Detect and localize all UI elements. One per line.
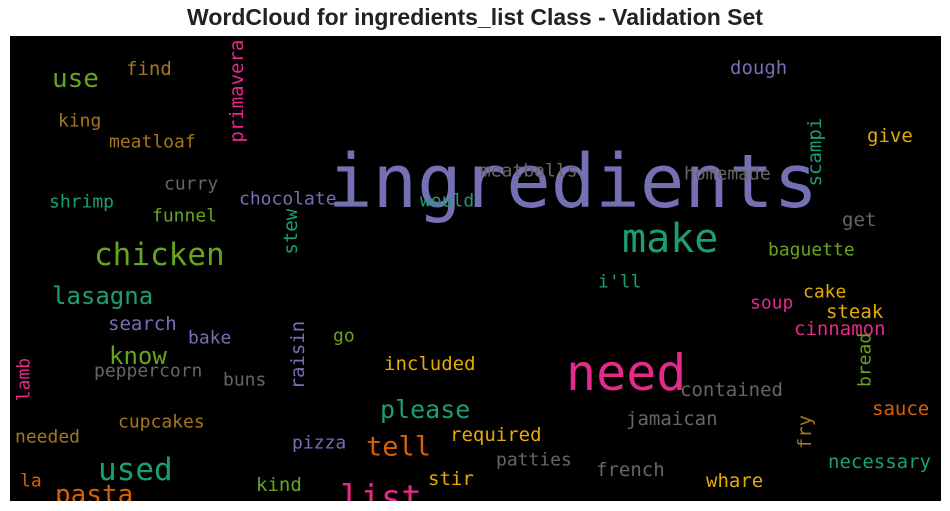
word-bake: bake [188, 327, 231, 348]
word-please: please [380, 395, 470, 424]
word-stir: stir [428, 468, 474, 490]
word-buns: buns [223, 369, 266, 390]
word-pizza: pizza [292, 432, 346, 453]
word-lamb: lamb [13, 358, 34, 401]
word-necessary: necessary [828, 451, 931, 473]
word-homemade: homemade [684, 163, 771, 184]
word-shrimp: shrimp [49, 191, 114, 212]
word-make: make [622, 216, 718, 262]
word-list: list [340, 478, 422, 501]
word-king: king [58, 110, 101, 131]
word-primavera: primavera [226, 40, 248, 143]
word-funnel: funnel [152, 205, 217, 226]
word-search: search [108, 313, 177, 335]
word-peppercorn: peppercorn [94, 360, 202, 381]
word-use: use [52, 64, 99, 94]
word-steak: steak [826, 301, 884, 323]
word-chicken: chicken [94, 237, 225, 273]
chart-title: WordCloud for ingredients_list Class - V… [187, 4, 763, 30]
wordcloud-canvas: ingredients need make chicken list used use pas… [10, 36, 941, 501]
word-meatballs: meatballs [480, 160, 578, 181]
word-soup: soup [750, 292, 793, 313]
word-raisin: raisin [287, 321, 309, 390]
word-go: go [333, 325, 355, 346]
word-fry: fry [794, 415, 816, 449]
word-la: la [20, 470, 42, 491]
word-patties: patties [496, 449, 572, 470]
word-dough: dough [730, 57, 787, 79]
word-need: need [566, 344, 686, 402]
word-whare: whare [706, 470, 763, 492]
word-kind: kind [256, 474, 302, 496]
word-ingredients: ingredients [328, 139, 818, 225]
word-stew: stew [280, 208, 302, 254]
word-jamaican: jamaican [626, 408, 718, 430]
word-meatloaf: meatloaf [109, 131, 196, 152]
word-sauce: sauce [872, 398, 929, 420]
word-cupcakes: cupcakes [118, 411, 205, 432]
word-find: find [126, 58, 172, 80]
word-know: know [109, 342, 167, 370]
word-give: give [867, 125, 913, 147]
word-curry: curry [164, 173, 218, 194]
word-needed: needed [15, 426, 80, 447]
word-used: used [98, 452, 173, 488]
word-would: would [420, 190, 474, 211]
word-cake: cake [803, 281, 846, 302]
word-cinnamon: cinnamon [794, 318, 886, 340]
word-get: get [842, 209, 876, 231]
word-scampi: scampi [804, 118, 826, 187]
word-chocolate: chocolate [239, 188, 337, 209]
word-lasagna: lasagna [52, 282, 153, 310]
word-i-ll: i'll [598, 271, 641, 292]
word-tell: tell [366, 432, 431, 463]
word-required: required [450, 424, 542, 446]
word-included: included [384, 353, 476, 375]
word-bread: bread [854, 333, 875, 387]
word-pasta: pasta [55, 480, 133, 501]
word-baguette: baguette [768, 239, 855, 260]
word-french: french [596, 459, 665, 481]
wordcloud-svg: ingredients need make chicken list used use pas… [13, 40, 931, 501]
word-contained: contained [680, 379, 783, 401]
